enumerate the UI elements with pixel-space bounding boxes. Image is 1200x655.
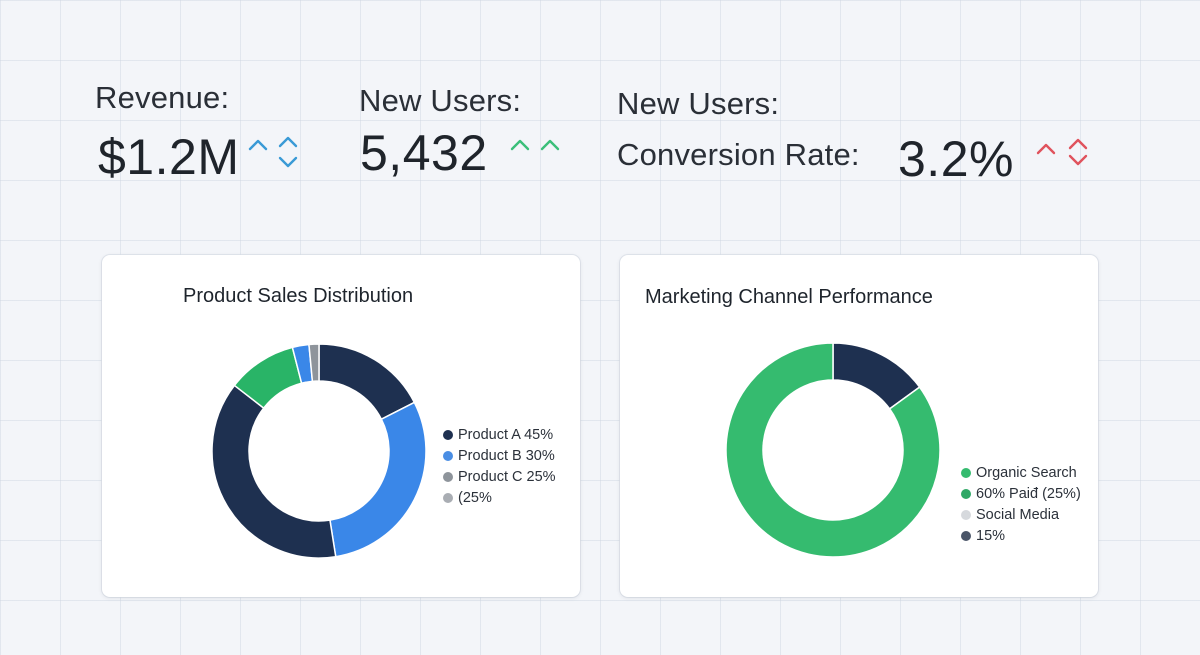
legend-item: Product A 45% [443, 425, 556, 446]
donut-slice-1 [725, 342, 941, 558]
legend-marker-icon [443, 493, 453, 503]
legend-label: Product B 30% [458, 448, 555, 464]
chart-legend: Product A 45% Product B 30% Product C 25% (… [443, 425, 556, 509]
product-sales-donut-chart [211, 343, 427, 559]
revenue-trend-icon [248, 136, 302, 170]
donut-slice-5 [308, 343, 320, 383]
revenue-value: $1.2M [98, 129, 240, 185]
legend-item: (25% [443, 488, 556, 509]
legend-item: 60% Paiđ (25%) [961, 484, 1081, 505]
legend-label: (25% [458, 490, 492, 506]
legend-marker-icon [961, 531, 971, 541]
legend-marker-icon [443, 451, 453, 461]
legend-marker-icon [443, 472, 453, 482]
legend-label: Product C 25% [458, 469, 556, 485]
legend-marker-icon [961, 489, 971, 499]
legend-item: Organic Search [961, 463, 1081, 484]
legend-item: Social Media [961, 505, 1081, 526]
new-users-value: 5,432 [360, 125, 488, 181]
chart-title: Marketing Channel Performance [645, 286, 933, 308]
legend-marker-icon [961, 468, 971, 478]
chart-title: Product Sales Distribution [183, 285, 414, 307]
conversion-rate-label: Conversion Rate: [617, 137, 860, 172]
legend-item: 15% [961, 526, 1081, 547]
legend-item: Product C 25% [443, 467, 556, 488]
conversion-top-label: New Users: [617, 86, 780, 121]
product-sales-card: Product Sales Distribution Product A 45%… [102, 255, 580, 597]
revenue-label: Revenue: [95, 80, 230, 115]
donut-slice-2 [211, 384, 337, 559]
chart-legend: Organic Search 60% Paiđ (25%) Social Media… [961, 463, 1081, 547]
legend-label: 60% Paiđ (25%) [976, 486, 1081, 502]
marketing-channel-donut-chart [725, 342, 941, 558]
legend-marker-icon [961, 510, 971, 520]
legend-marker-icon [443, 430, 453, 440]
donut-slice-0 [318, 343, 416, 421]
legend-label: Product A 45% [458, 427, 554, 443]
conversion-trend-icon [1035, 138, 1095, 166]
legend-item: Product B 30% [443, 446, 556, 467]
legend-label: 15% [976, 528, 1006, 544]
legend-label: Social Media [976, 507, 1060, 523]
new-users-trend-icon [508, 136, 564, 156]
legend-label: Organic Search [976, 465, 1077, 481]
new-users-label: New Users: [359, 83, 522, 118]
donut-slice-1 [329, 401, 427, 558]
conversion-rate-value: 3.2% [898, 131, 1014, 187]
marketing-channel-card: Marketing Channel Performance Organic Se… [620, 255, 1098, 597]
